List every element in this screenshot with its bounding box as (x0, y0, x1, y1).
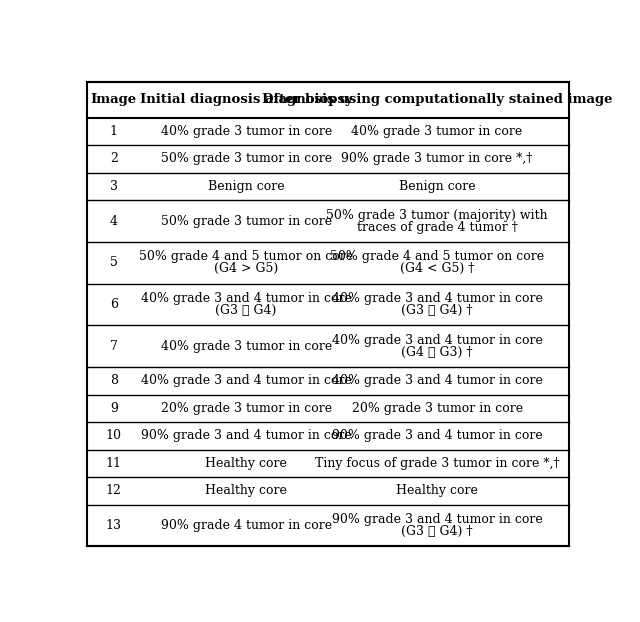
Text: 12: 12 (106, 485, 122, 498)
Text: (G4 ≫ G3) †: (G4 ≫ G3) † (401, 346, 473, 359)
Text: 10: 10 (106, 429, 122, 442)
Text: 40% grade 3 tumor in core: 40% grade 3 tumor in core (161, 125, 332, 138)
Text: (G4 > G5): (G4 > G5) (214, 262, 278, 276)
Text: 90% grade 3 tumor in core *,†: 90% grade 3 tumor in core *,† (341, 152, 533, 165)
Text: Initial diagnosis after biopsy: Initial diagnosis after biopsy (140, 93, 353, 106)
Text: (G3 ≫ G4) †: (G3 ≫ G4) † (401, 304, 473, 317)
Text: (G3 ≪ G4) †: (G3 ≪ G4) † (401, 525, 473, 538)
Text: 9: 9 (110, 402, 118, 415)
Text: Healthy core: Healthy core (396, 485, 478, 498)
Text: 8: 8 (109, 374, 118, 388)
Text: 1: 1 (109, 125, 118, 138)
Text: 50% grade 3 tumor in core: 50% grade 3 tumor in core (161, 215, 332, 228)
Text: 3: 3 (109, 180, 118, 193)
Text: 90% grade 4 tumor in core: 90% grade 4 tumor in core (161, 519, 332, 532)
Text: 4: 4 (109, 215, 118, 228)
Text: 40% grade 3 tumor in core: 40% grade 3 tumor in core (161, 340, 332, 353)
Text: 50% grade 3 tumor in core: 50% grade 3 tumor in core (161, 152, 332, 165)
Text: 7: 7 (110, 340, 118, 353)
Text: 90% grade 3 and 4 tumor in core: 90% grade 3 and 4 tumor in core (332, 513, 543, 526)
Text: 11: 11 (106, 457, 122, 470)
Text: Tiny focus of grade 3 tumor in core *,†: Tiny focus of grade 3 tumor in core *,† (315, 457, 559, 470)
Text: 2: 2 (110, 152, 118, 165)
Text: Healthy core: Healthy core (205, 485, 287, 498)
Text: 20% grade 3 tumor in core: 20% grade 3 tumor in core (161, 402, 332, 415)
Text: Benign core: Benign core (208, 180, 284, 193)
Text: traces of grade 4 tumor †: traces of grade 4 tumor † (356, 221, 518, 234)
Text: Diagnosis using computationally stained image: Diagnosis using computationally stained … (262, 93, 612, 106)
Text: 5: 5 (110, 256, 118, 269)
Text: 6: 6 (109, 298, 118, 311)
Text: Image: Image (91, 93, 137, 106)
Text: 90% grade 3 and 4 tumor in core: 90% grade 3 and 4 tumor in core (141, 429, 351, 442)
Text: 40% grade 3 and 4 tumor in core: 40% grade 3 and 4 tumor in core (141, 292, 351, 305)
Text: 50% grade 4 and 5 tumor on core: 50% grade 4 and 5 tumor on core (330, 250, 544, 263)
Text: 40% grade 3 and 4 tumor in core: 40% grade 3 and 4 tumor in core (332, 292, 543, 305)
Text: 40% grade 3 and 4 tumor in core: 40% grade 3 and 4 tumor in core (332, 374, 543, 388)
Text: Benign core: Benign core (399, 180, 476, 193)
Text: 40% grade 3 and 4 tumor in core: 40% grade 3 and 4 tumor in core (332, 334, 543, 347)
Text: 50% grade 4 and 5 tumor on core: 50% grade 4 and 5 tumor on core (139, 250, 353, 263)
Text: 20% grade 3 tumor in core: 20% grade 3 tumor in core (351, 402, 523, 415)
Text: (G3 ≫ G4): (G3 ≫ G4) (216, 304, 277, 317)
Text: 40% grade 3 and 4 tumor in core: 40% grade 3 and 4 tumor in core (141, 374, 351, 388)
Text: (G4 < G5) †: (G4 < G5) † (400, 262, 474, 276)
Text: 90% grade 3 and 4 tumor in core: 90% grade 3 and 4 tumor in core (332, 429, 543, 442)
Text: 13: 13 (106, 519, 122, 532)
Text: 40% grade 3 tumor in core: 40% grade 3 tumor in core (351, 125, 523, 138)
Text: 50% grade 3 tumor (majority) with: 50% grade 3 tumor (majority) with (326, 208, 548, 221)
Text: Healthy core: Healthy core (205, 457, 287, 470)
